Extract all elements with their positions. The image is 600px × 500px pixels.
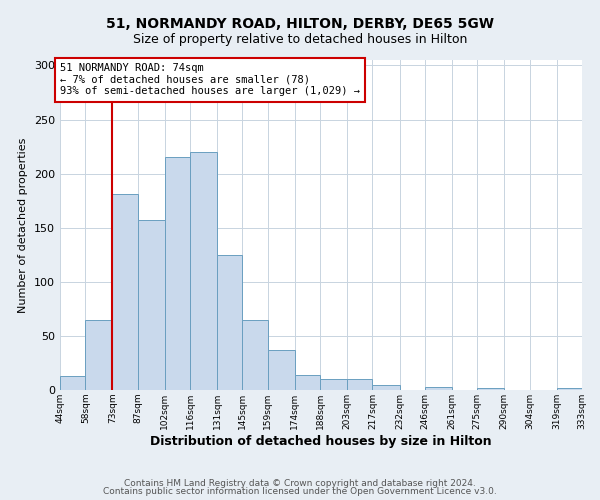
Text: Contains HM Land Registry data © Crown copyright and database right 2024.: Contains HM Land Registry data © Crown c…	[124, 478, 476, 488]
Y-axis label: Number of detached properties: Number of detached properties	[19, 138, 28, 312]
Bar	[85, 320, 112, 390]
Bar	[347, 379, 373, 390]
Bar	[165, 158, 190, 390]
Bar	[373, 384, 400, 390]
Text: Size of property relative to detached houses in Hilton: Size of property relative to detached ho…	[133, 32, 467, 46]
Bar	[137, 220, 165, 390]
Bar	[60, 376, 85, 390]
Text: 51 NORMANDY ROAD: 74sqm
← 7% of detached houses are smaller (78)
93% of semi-det: 51 NORMANDY ROAD: 74sqm ← 7% of detached…	[60, 63, 360, 96]
Bar	[477, 388, 505, 390]
Bar	[190, 152, 217, 390]
X-axis label: Distribution of detached houses by size in Hilton: Distribution of detached houses by size …	[150, 434, 492, 448]
Bar	[557, 388, 582, 390]
Text: 51, NORMANDY ROAD, HILTON, DERBY, DE65 5GW: 51, NORMANDY ROAD, HILTON, DERBY, DE65 5…	[106, 18, 494, 32]
Bar	[295, 375, 320, 390]
Bar	[112, 194, 137, 390]
Bar	[217, 255, 242, 390]
Text: Contains public sector information licensed under the Open Government Licence v3: Contains public sector information licen…	[103, 487, 497, 496]
Bar	[320, 379, 347, 390]
Bar	[268, 350, 295, 390]
Bar	[242, 320, 268, 390]
Bar	[425, 387, 452, 390]
